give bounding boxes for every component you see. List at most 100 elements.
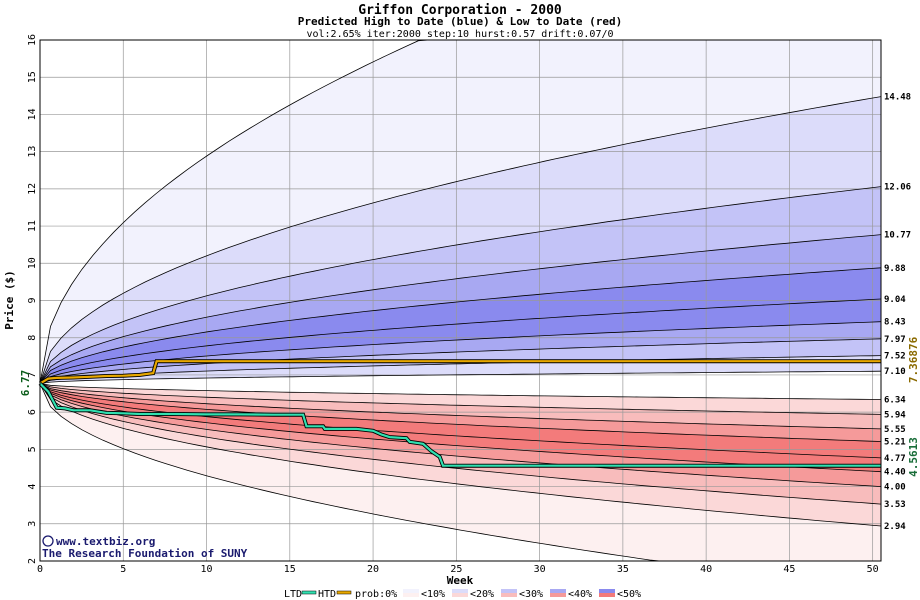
band-boundary-13 <box>39 383 882 442</box>
x-tick-35: 35 <box>617 564 629 575</box>
lower-band-3 <box>40 383 881 458</box>
band-boundary-11 <box>39 383 882 415</box>
credit-block: © www.textbiz.org The Research Foundatio… <box>42 535 248 560</box>
x-tick-25: 25 <box>450 564 462 575</box>
lower-label-3: 5.21 <box>884 438 906 448</box>
lower-band-2 <box>40 383 881 442</box>
y-tick-3: 3 <box>27 521 38 527</box>
upper-label-1: 12.06 <box>884 183 911 193</box>
y-tick-6: 6 <box>27 409 38 415</box>
x-tick-40: 40 <box>700 564 712 575</box>
x-axis-label: Week <box>447 574 474 587</box>
y-tick-4: 4 <box>27 484 38 490</box>
y-tick-16: 16 <box>27 34 38 46</box>
upper-label-0: 14.48 <box>884 93 911 103</box>
y-tick-12: 12 <box>27 183 38 195</box>
band-boundary-3 <box>39 234 882 384</box>
band-boundary-6 <box>39 321 882 384</box>
right-band-labels: 14.48 12.06 10.77 9.88 9.04 8.43 7.97 7.52 7.10 6… <box>884 93 911 532</box>
legend-swatch-30b <box>501 589 517 593</box>
series-lines <box>38 359 881 468</box>
legend-prob0: prob:0% <box>355 589 397 600</box>
upper-label-5: 8.43 <box>884 318 906 328</box>
x-tick-10: 10 <box>201 564 213 575</box>
band-boundary-10 <box>39 383 882 400</box>
legend-40: <40% <box>568 589 592 600</box>
band-boundary-16 <box>39 383 882 487</box>
credit-org: The Research Foundation of SUNY <box>42 547 248 560</box>
chart-params: vol:2.65% iter:2000 step:10 hurst:0.57 d… <box>306 29 613 40</box>
band-boundary-5 <box>39 298 882 384</box>
chart-title: Griffon Corporation - 2000 <box>358 3 562 18</box>
y-axis-ticks: 2 3 4 5 6 7 8 9 10 11 12 13 14 15 16 <box>27 34 38 564</box>
y-tick-11: 11 <box>27 220 38 232</box>
credit-url[interactable]: www.textbiz.org <box>56 535 155 548</box>
ltd-line <box>39 382 881 467</box>
x-tick-5: 5 <box>120 564 126 575</box>
upper-band-2 <box>40 186 881 384</box>
x-axis-ticks: 0 5 10 15 20 25 30 35 40 45 50 <box>37 564 879 575</box>
y-tick-9: 9 <box>27 297 38 303</box>
legend-swatch-10b <box>403 589 419 593</box>
x-tick-45: 45 <box>783 564 795 575</box>
y-tick-10: 10 <box>27 257 38 269</box>
legend-swatch-40b <box>550 589 566 593</box>
band-boundary-18 <box>39 383 882 527</box>
legend-20: <20% <box>470 589 494 600</box>
chart-subtitle: Predicted High to Date (blue) & Low to D… <box>298 15 623 28</box>
upper-label-6: 7.97 <box>884 335 906 345</box>
legend-htd-label: HTD <box>318 589 336 600</box>
lower-band-6 <box>40 383 881 505</box>
y-tick-14: 14 <box>27 108 38 120</box>
upper-band-6 <box>40 321 881 384</box>
upper-label-4: 9.04 <box>884 295 906 305</box>
band-boundary-8 <box>39 355 882 384</box>
lower-band-8 <box>40 383 881 561</box>
lower-label-8: 2.94 <box>884 522 906 532</box>
x-tick-0: 0 <box>37 564 43 575</box>
lower-label-2: 5.55 <box>884 425 906 435</box>
upper-label-7: 7.52 <box>884 352 906 362</box>
lower-label-5: 4.40 <box>884 468 906 478</box>
upper-label-8: 7.10 <box>884 367 906 377</box>
lower-label-1: 5.94 <box>884 410 906 420</box>
y-tick-8: 8 <box>27 335 38 341</box>
y-tick-5: 5 <box>27 446 38 452</box>
y-tick-15: 15 <box>27 71 38 83</box>
legend-30: <30% <box>519 589 543 600</box>
legend-ltd-swatch <box>301 590 317 595</box>
upper-band-0 <box>40 40 881 384</box>
legend-ltd-label: LTD <box>284 589 302 600</box>
lower-band-7 <box>40 383 881 526</box>
htd-final-value: 7.36876 <box>907 336 920 383</box>
band-boundary-17 <box>39 383 882 505</box>
upper-label-3: 9.88 <box>884 264 906 274</box>
y-tick-2: 2 <box>27 558 38 564</box>
legend-swatch-20b <box>452 589 468 593</box>
y-axis-label: Price ($) <box>3 270 16 330</box>
legend-htd-swatch <box>336 590 352 595</box>
htd-line <box>39 360 881 385</box>
upper-band-4 <box>40 267 881 384</box>
median-gap <box>40 371 881 400</box>
legend-50: <50% <box>617 589 641 600</box>
upper-label-2: 10.77 <box>884 231 911 241</box>
legend-swatch-50b <box>599 589 615 593</box>
band-boundary-9 <box>39 370 882 384</box>
legend: LTD HTD prob:0% <10% <20% <30% <40% <50% <box>284 589 641 600</box>
lower-label-7: 3.53 <box>884 500 906 510</box>
lower-label-4: 4.77 <box>884 454 906 464</box>
x-tick-15: 15 <box>284 564 296 575</box>
y-tick-13: 13 <box>27 146 38 158</box>
legend-10: <10% <box>421 589 445 600</box>
lower-band-0 <box>40 383 881 415</box>
upper-band-1 <box>40 96 881 384</box>
lower-band-5 <box>40 383 881 487</box>
x-tick-30: 30 <box>534 564 546 575</box>
band-boundary-2 <box>39 186 882 384</box>
upper-band-5 <box>40 299 881 384</box>
band-boundary-1 <box>39 96 882 384</box>
lower-label-6: 4.00 <box>884 483 906 493</box>
band-boundary-12 <box>39 383 882 430</box>
